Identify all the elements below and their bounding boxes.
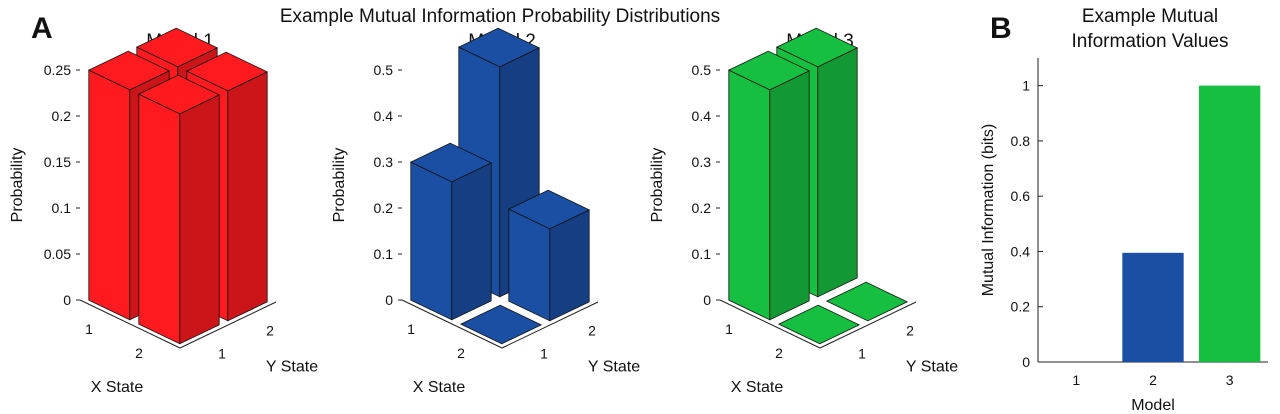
panel-b-letter: B — [990, 12, 1012, 45]
bar-top-face — [775, 27, 859, 68]
z-tick-label: 0.05 — [44, 246, 71, 262]
y-state-label: 1 — [540, 346, 548, 362]
bar — [1122, 252, 1184, 362]
y-axis-title: Mutual Information (bits) — [980, 124, 997, 297]
z-tick-label: 0.4 — [692, 108, 712, 124]
y-tick-label: 0 — [1022, 354, 1030, 370]
panel-a-title: Example Mutual Information Probability D… — [280, 6, 720, 27]
bar-top-face — [825, 281, 909, 322]
mutual-information-bar-chart: 0 0.2 0.4 0.6 0.8 1 1 2 3 Model Mutual Information… — [980, 58, 1268, 414]
y-tick-label: 0.6 — [1011, 188, 1031, 204]
x-state-label: 2 — [775, 345, 783, 361]
x-state-label: 2 — [135, 345, 143, 361]
bar-side-face — [549, 209, 590, 322]
y-axis-line — [501, 301, 599, 349]
bar-top-face — [459, 304, 543, 345]
x-axis-title: Model — [1131, 397, 1175, 414]
z-tick-label: 0.3 — [374, 154, 394, 170]
z-axis-title: Probability — [331, 148, 348, 223]
bar-side-face — [451, 162, 492, 321]
model-1-chart: Model 100.050.10.150.20.25Probability121… — [9, 27, 318, 396]
bar-front-face — [410, 161, 453, 321]
model-2-chart: Model 200.10.20.30.40.5Probability1212X … — [331, 27, 640, 396]
bar-3d — [459, 304, 543, 345]
x-axis-title: X State — [731, 379, 784, 396]
bar-3d — [507, 189, 591, 322]
bar-top-face — [409, 142, 493, 183]
y-tick-label: 1 — [1022, 78, 1030, 94]
bar-top-face — [137, 74, 221, 115]
y-state-label: 1 — [218, 346, 226, 362]
x-axis-line — [719, 299, 821, 349]
bar-3d — [137, 74, 221, 345]
x-tick-label: 3 — [1226, 372, 1234, 388]
x-axis-title: X State — [413, 379, 466, 396]
y-tick-label: 0.8 — [1011, 133, 1031, 149]
bar-top-face — [777, 304, 861, 345]
x-state-label: 1 — [85, 321, 93, 337]
bar-top-face — [727, 50, 811, 91]
y-axis-title: Y State — [906, 359, 958, 376]
bar-3d — [727, 50, 811, 321]
y-tick-label: 0.4 — [1011, 243, 1031, 259]
bar-3d — [777, 304, 861, 345]
z-tick-label: 0.5 — [692, 62, 712, 78]
z-tick-label: 0.1 — [692, 246, 712, 262]
z-tick-label: 0 — [703, 292, 711, 308]
bar-top-face — [185, 51, 269, 92]
bar-3d — [409, 142, 493, 321]
z-tick-label: 0.2 — [692, 200, 712, 216]
bar-front-face — [138, 93, 181, 345]
y-state-label: 1 — [858, 346, 866, 362]
z-axis-title: Probability — [649, 148, 666, 223]
y-state-label: 2 — [266, 323, 274, 339]
z-tick-label: 0 — [385, 292, 393, 308]
bar-3d — [825, 281, 909, 322]
x-axis-line — [401, 299, 503, 349]
bar-front-face — [88, 69, 131, 321]
y-axis-line — [819, 301, 917, 349]
y-axis-title: Y State — [588, 359, 640, 376]
z-tick-label: 0.2 — [52, 108, 72, 124]
bar-top-face — [135, 27, 219, 68]
y-tick-label: 0.2 — [1011, 299, 1031, 315]
x-tick-label: 2 — [1149, 372, 1157, 388]
bar-top-face — [457, 27, 541, 68]
bar — [1199, 85, 1261, 363]
x-state-label: 2 — [457, 345, 465, 361]
z-tick-label: 0 — [63, 292, 71, 308]
x-state-label: 1 — [407, 321, 415, 337]
model-3-chart: Model 300.10.20.30.40.5Probability1212X … — [649, 27, 958, 396]
panel-a-letter: A — [31, 12, 53, 45]
z-tick-label: 0.4 — [374, 108, 394, 124]
z-tick-label: 0.1 — [374, 246, 394, 262]
z-tick-label: 0.2 — [374, 200, 394, 216]
z-tick-label: 0.3 — [692, 154, 712, 170]
z-tick-label: 0.15 — [44, 154, 71, 170]
x-axis-title: X State — [91, 379, 144, 396]
bar-front-face — [728, 69, 771, 321]
x-state-label: 1 — [725, 321, 733, 337]
y-axis-line — [179, 301, 277, 349]
bar-top-face — [507, 189, 591, 230]
panel-b-title-line1: Example Mutual — [1082, 6, 1218, 27]
x-axis-line — [79, 299, 181, 349]
y-axis-title: Y State — [266, 359, 318, 376]
bar-top-face — [87, 50, 171, 91]
y-state-label: 2 — [906, 323, 914, 339]
z-tick-label: 0.1 — [52, 200, 72, 216]
bar-side-face — [227, 71, 268, 322]
z-axis-title: Probability — [9, 148, 26, 223]
bar-side-face — [817, 47, 858, 298]
y-state-label: 2 — [588, 323, 596, 339]
z-tick-label: 0.25 — [44, 62, 71, 78]
bar-side-face — [769, 70, 810, 321]
panel-b-title-line2: Information Values — [1071, 31, 1228, 52]
x-tick-label: 1 — [1072, 372, 1080, 388]
z-tick-label: 0.5 — [374, 62, 394, 78]
bar-side-face — [179, 94, 220, 345]
